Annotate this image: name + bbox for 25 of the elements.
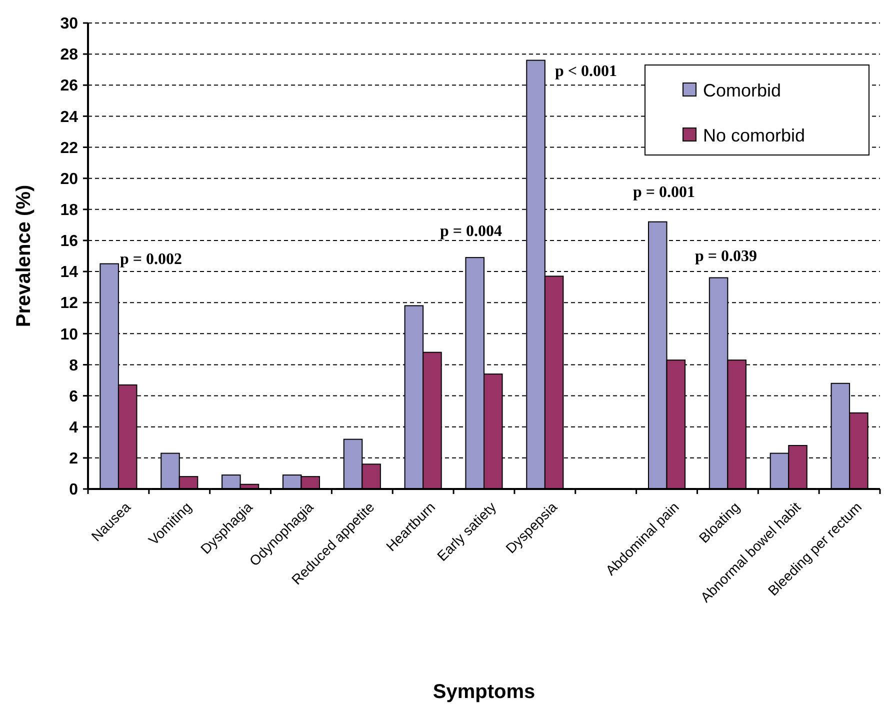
annotation: p < 0.001 bbox=[555, 63, 618, 80]
y-tick-label: 10 bbox=[60, 326, 78, 344]
y-tick-label: 30 bbox=[60, 16, 78, 33]
annotation: p = 0.004 bbox=[440, 223, 502, 240]
y-tick-label: 8 bbox=[69, 357, 78, 374]
annotation: p = 0.039 bbox=[695, 248, 758, 265]
y-tick-label: 4 bbox=[69, 419, 78, 436]
y-tick-label: 0 bbox=[69, 482, 78, 499]
y-tick-label: 18 bbox=[60, 202, 78, 219]
annotation: p = 0.002 bbox=[120, 251, 182, 268]
legend-label: Comorbid bbox=[703, 80, 782, 100]
y-tick-label: 6 bbox=[69, 388, 78, 406]
y-tick-label: 12 bbox=[60, 295, 78, 312]
y-axis-title: Prevalence (%) bbox=[13, 184, 35, 328]
y-tick-label: 22 bbox=[60, 140, 78, 157]
y-tick-label: 28 bbox=[60, 46, 78, 64]
y-tick-label: 26 bbox=[60, 78, 78, 95]
legend-label: No comorbid bbox=[703, 125, 806, 146]
y-tick-label: 2 bbox=[69, 450, 78, 468]
y-tick-label: 16 bbox=[60, 233, 78, 250]
x-axis-title: Symptoms bbox=[432, 681, 536, 703]
y-tick-label: 20 bbox=[60, 170, 78, 188]
y-tick-label: 24 bbox=[60, 108, 78, 126]
annotation: p = 0.001 bbox=[633, 184, 696, 201]
y-tick-label: 14 bbox=[60, 264, 78, 282]
